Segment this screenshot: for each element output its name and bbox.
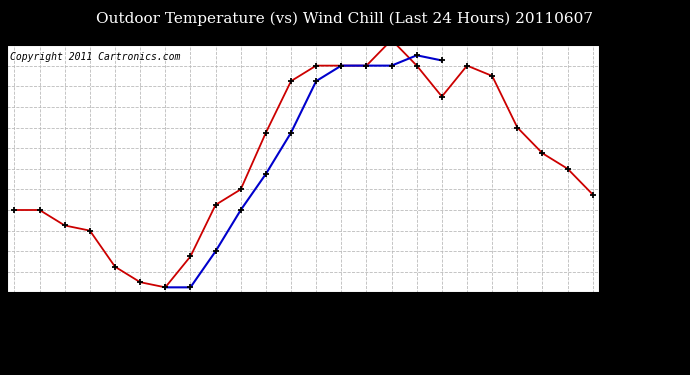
Text: Outdoor Temperature (vs) Wind Chill (Last 24 Hours) 20110607: Outdoor Temperature (vs) Wind Chill (Las… <box>97 11 593 26</box>
Text: Copyright 2011 Cartronics.com: Copyright 2011 Cartronics.com <box>10 53 180 62</box>
